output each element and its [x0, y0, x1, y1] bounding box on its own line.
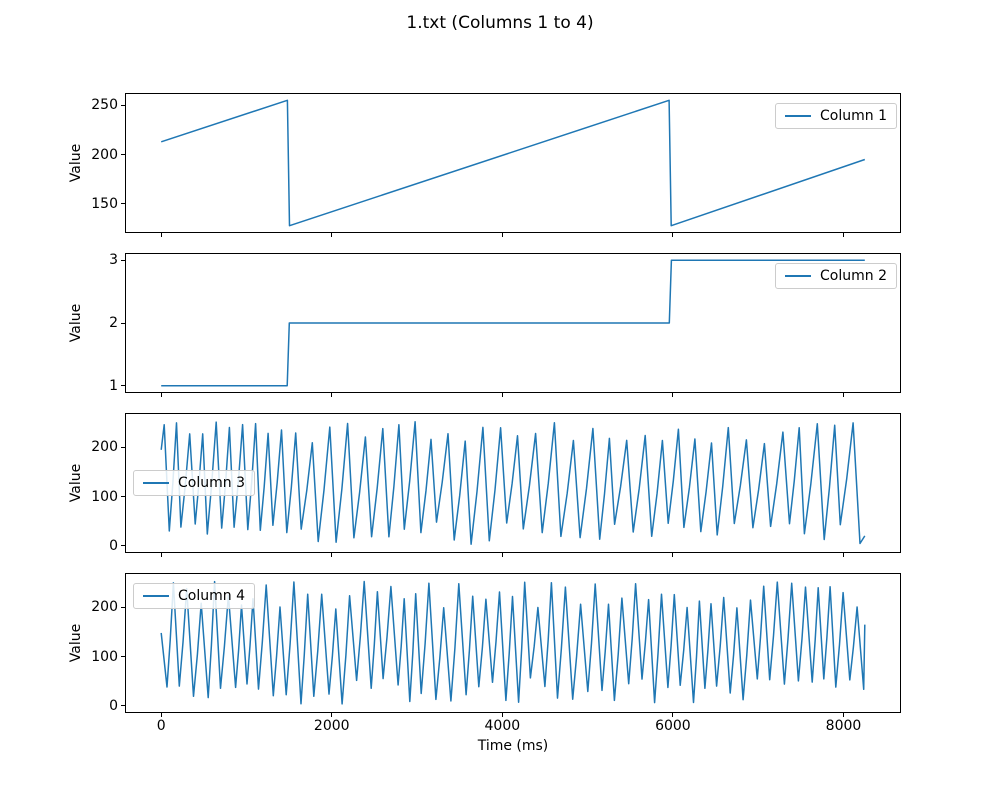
- x-axis-label: Time (ms): [477, 738, 549, 754]
- x-tick-mark: [842, 713, 844, 717]
- y-tick-mark: [121, 154, 125, 156]
- y-tick-label: 250: [91, 97, 118, 114]
- column-1-line-plot: [160, 99, 866, 227]
- y-tick-label: 200: [91, 439, 118, 456]
- x-tick-mark: [842, 393, 844, 397]
- subplot-column-1: Column 1: [125, 93, 901, 233]
- y-tick-label: 100: [91, 488, 118, 505]
- x-tick-mark: [672, 233, 674, 237]
- x-tick-mark: [501, 713, 503, 717]
- y-tick-mark: [121, 496, 125, 498]
- legend-label: Column 1: [820, 108, 887, 124]
- y-tick-label: 150: [91, 195, 118, 212]
- subplot-column-4: Column 4: [125, 573, 901, 713]
- column-4-series: [160, 580, 866, 705]
- x-tick-mark: [501, 233, 503, 237]
- y-tick-mark: [121, 259, 125, 261]
- y-tick-label: 200: [91, 146, 118, 163]
- y-tick-mark: [121, 705, 125, 707]
- legend-label: Column 3: [178, 475, 245, 491]
- column-3-line-plot: [160, 421, 866, 545]
- y-tick-mark: [121, 203, 125, 205]
- x-tick-mark: [501, 393, 503, 397]
- x-tick-mark: [160, 553, 162, 557]
- legend-line-sample-icon: [785, 275, 812, 277]
- y-tick-label: 200: [91, 599, 118, 616]
- x-tick-mark: [501, 553, 503, 557]
- column-1-series: [160, 99, 866, 227]
- legend-label: Column 2: [820, 268, 887, 284]
- x-tick-mark: [331, 553, 333, 557]
- y-tick-label: 1: [109, 377, 118, 394]
- legend-column-3: Column 3: [133, 470, 255, 496]
- x-tick-label: 0: [156, 718, 166, 734]
- x-tick-mark: [331, 393, 333, 397]
- figure-title: 1.txt (Columns 1 to 4): [406, 13, 594, 33]
- legend-column-1: Column 1: [775, 103, 897, 129]
- subplot-column-2: Column 2: [125, 253, 901, 393]
- y-tick-mark: [121, 545, 125, 547]
- y-tick-label: 0: [109, 697, 118, 714]
- x-tick-mark: [842, 553, 844, 557]
- column-2-series: [161, 259, 865, 387]
- x-tick-mark: [160, 233, 162, 237]
- x-tick-mark: [672, 393, 674, 397]
- x-tick-label: 2000: [313, 718, 350, 734]
- x-tick-mark: [160, 393, 162, 397]
- legend-line-sample-icon: [785, 115, 812, 117]
- y-tick-mark: [121, 385, 125, 387]
- legend-label: Column 4: [178, 588, 245, 604]
- legend-line-sample-icon: [143, 595, 169, 597]
- subplot-column-3: Column 3: [125, 413, 901, 553]
- y-tick-mark: [121, 446, 125, 448]
- x-tick-mark: [672, 553, 674, 557]
- column-2-line-plot: [161, 259, 865, 387]
- y-tick-label: 3: [109, 252, 118, 269]
- y-tick-mark: [121, 322, 125, 324]
- x-tick-label: 6000: [655, 718, 691, 734]
- x-tick-mark: [331, 233, 333, 237]
- y-tick-mark: [121, 656, 125, 658]
- x-tick-mark: [842, 233, 844, 237]
- y-tick-mark: [121, 606, 125, 608]
- x-tick-mark: [672, 713, 674, 717]
- x-tick-label: 4000: [484, 718, 521, 734]
- x-tick-mark: [331, 713, 333, 717]
- legend-column-2: Column 2: [775, 263, 897, 289]
- y-tick-label: 100: [91, 648, 118, 665]
- legend-column-4: Column 4: [133, 583, 255, 609]
- y-tick-mark: [121, 104, 125, 106]
- y-tick-label: 0: [109, 537, 118, 554]
- column-4-line-plot: [160, 580, 866, 705]
- x-tick-label: 8000: [825, 718, 862, 734]
- x-tick-mark: [160, 713, 162, 717]
- column-3-series: [160, 421, 866, 545]
- legend-line-sample-icon: [143, 482, 169, 484]
- y-tick-label: 2: [109, 315, 118, 331]
